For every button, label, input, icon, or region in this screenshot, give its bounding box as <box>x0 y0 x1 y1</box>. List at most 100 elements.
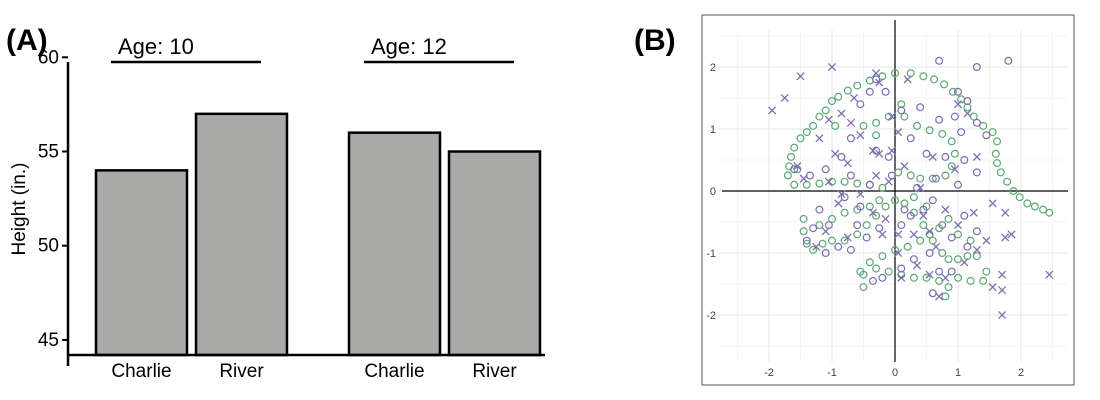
point-s0-53 <box>947 137 956 146</box>
point-s0-12 <box>991 149 1000 158</box>
point-s2-8 <box>824 115 833 124</box>
point-s2-11 <box>868 146 878 155</box>
point-s1-57 <box>900 205 909 214</box>
point-s2-49 <box>1007 230 1016 239</box>
point-s0-96 <box>856 267 865 276</box>
point-s0-59 <box>906 171 915 180</box>
point-s1-31 <box>815 205 824 214</box>
point-s0-27 <box>827 97 836 106</box>
point-s2-61 <box>894 128 903 137</box>
point-s2-53 <box>972 152 981 161</box>
point-s0-52 <box>938 129 947 138</box>
point-s2-0 <box>827 62 837 72</box>
point-s0-100 <box>903 242 912 251</box>
point-s2-21 <box>868 208 878 217</box>
point-s0-31 <box>802 128 811 137</box>
point-s0-13 <box>993 159 1002 168</box>
y-tick-label-45: 45 <box>38 330 59 351</box>
point-s0-77 <box>938 249 947 258</box>
y-tick-label-0: 0 <box>710 186 716 198</box>
point-s2-24 <box>821 227 830 236</box>
point-s1-11 <box>982 131 991 140</box>
point-s1-38 <box>862 233 871 242</box>
group-label-1: Age: 10 <box>118 34 194 59</box>
point-s1-41 <box>906 211 915 220</box>
y-tick-label-2: 2 <box>710 62 716 74</box>
point-s0-10 <box>988 128 997 137</box>
bar-group1-charlie <box>94 169 189 357</box>
y-tick-label-50: 50 <box>38 236 59 257</box>
point-s1-60 <box>881 87 890 96</box>
point-s0-55 <box>947 162 956 171</box>
point-s0-16 <box>1009 187 1018 196</box>
point-s2-4 <box>872 69 881 78</box>
point-s2-60 <box>903 75 912 84</box>
point-s2-59 <box>887 112 896 121</box>
y-tick-label-60: 60 <box>38 47 59 68</box>
point-s0-71 <box>881 202 890 211</box>
point-s2-57 <box>900 162 909 171</box>
point-s2-36 <box>897 273 906 282</box>
point-s1-14 <box>906 134 915 143</box>
point-s2-41 <box>969 208 978 217</box>
point-s0-90 <box>909 273 918 282</box>
point-s1-8 <box>963 97 972 106</box>
point-s1-29 <box>846 171 855 180</box>
x-tick-label-group2-river: River <box>472 361 517 382</box>
point-s2-42 <box>982 236 991 245</box>
point-s0-54 <box>950 149 959 158</box>
point-s2-40 <box>953 221 963 230</box>
point-s2-12 <box>831 149 840 158</box>
point-s0-4 <box>940 80 949 89</box>
point-s1-10 <box>972 118 981 127</box>
point-s0-75 <box>919 221 928 230</box>
point-s2-33 <box>941 273 950 282</box>
bar-group2-charlie <box>347 131 442 357</box>
bar-group1-river <box>194 112 289 357</box>
point-s2-31 <box>931 242 941 251</box>
panel-b-scatter-plot: (B) -2 -1 0 1 2 -2 -1 0 1 2 <box>634 14 1075 386</box>
point-s0-83 <box>979 276 988 285</box>
point-s0-20 <box>1039 205 1048 214</box>
point-s2-34 <box>935 292 944 301</box>
point-s1-43 <box>928 196 937 205</box>
point-s0-9 <box>979 121 988 130</box>
point-s2-55 <box>928 152 937 161</box>
point-s2-52 <box>1045 270 1054 279</box>
point-s0-30 <box>809 121 818 130</box>
point-s2-27 <box>878 230 887 239</box>
x-tick-label-group1-charlie: Charlie <box>111 361 171 382</box>
point-s0-42 <box>853 179 862 188</box>
point-s2-45 <box>998 270 1007 279</box>
point-s2-15 <box>799 174 808 183</box>
point-s2-5 <box>875 78 884 87</box>
point-s1-54 <box>935 267 944 276</box>
y-tick-label-1: 1 <box>710 124 716 136</box>
point-s2-64 <box>1001 233 1010 242</box>
point-s1-7 <box>953 87 962 96</box>
point-s2-32 <box>925 270 934 279</box>
point-s1-55 <box>947 267 956 276</box>
point-s1-13 <box>935 115 944 124</box>
point-s2-30 <box>925 227 934 236</box>
point-s2-43 <box>972 245 981 254</box>
point-s0-72 <box>890 196 899 205</box>
point-s1-5 <box>897 106 906 115</box>
point-s2-50 <box>1001 208 1010 217</box>
panel-b-label: (B) <box>634 24 676 57</box>
point-s0-15 <box>1003 177 1012 186</box>
point-s2-62 <box>953 100 963 109</box>
point-s2-39 <box>941 205 950 214</box>
point-s0-0 <box>890 69 899 78</box>
point-s1-4 <box>865 87 874 96</box>
point-s1-2 <box>972 62 981 71</box>
point-s2-47 <box>998 310 1007 320</box>
point-s0-28 <box>821 106 830 115</box>
point-s1-12 <box>957 128 966 137</box>
point-s0-86 <box>944 283 953 292</box>
point-s0-21 <box>1045 208 1054 217</box>
x-tick-label-group1-river: River <box>219 361 264 382</box>
point-s0-110 <box>875 196 884 205</box>
point-s0-50 <box>913 121 922 130</box>
point-s0-114 <box>831 121 840 130</box>
